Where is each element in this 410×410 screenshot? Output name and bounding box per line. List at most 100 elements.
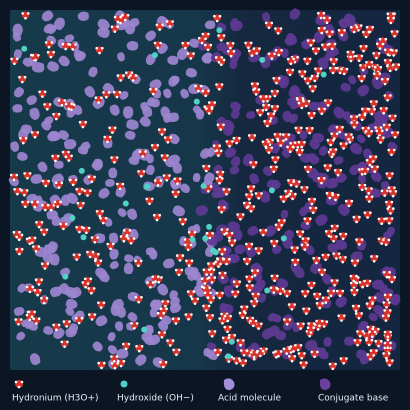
acid-molecule: [195, 109, 205, 120]
hydrogen: [357, 29, 360, 32]
molecule-shape: [48, 130, 61, 141]
hydrogen: [361, 68, 365, 72]
hydronium: [23, 171, 32, 180]
acid-molecule: [43, 23, 55, 34]
hydronium: [53, 200, 62, 208]
hydronium: [222, 187, 231, 196]
hydrogen: [378, 47, 382, 50]
molecule-shape: [160, 106, 171, 118]
hydrogen: [15, 57, 19, 61]
hydrogen: [111, 131, 114, 134]
legend-label: Hydronium (H3O+): [12, 394, 99, 404]
hydrogen: [84, 120, 87, 124]
hydronium: [374, 339, 383, 348]
hydrogen: [249, 190, 253, 193]
hydrogen: [320, 31, 323, 35]
hydrogen: [344, 232, 348, 236]
hydronium: [308, 84, 317, 93]
hydrogen: [216, 353, 220, 357]
hydrogen: [221, 336, 225, 340]
molecule-shape: [74, 51, 87, 62]
hydrogen: [380, 242, 383, 245]
hydrogen: [377, 217, 381, 221]
hydronium: [363, 279, 372, 288]
hydrogen: [273, 133, 277, 136]
molecule-shape: [233, 229, 243, 241]
hydrogen: [206, 296, 210, 299]
hydrogen: [157, 128, 161, 131]
hydrogen: [385, 275, 389, 279]
hydrogen: [75, 187, 78, 191]
hydronium: [31, 244, 41, 253]
hydrogen: [205, 231, 209, 235]
molecule-shape: [253, 283, 263, 293]
hydrogen: [216, 257, 219, 261]
hydrogen: [387, 205, 391, 209]
molecule-shape: [29, 352, 41, 366]
hydrogen: [85, 231, 88, 235]
hydronium: [216, 170, 225, 179]
hydrogen: [313, 355, 316, 358]
hydrogen: [220, 210, 223, 214]
hydrogen: [134, 74, 138, 77]
hydrogen: [119, 235, 123, 238]
acid-molecule: [123, 262, 134, 275]
hydronium: [40, 296, 49, 305]
hydrogen: [86, 282, 90, 285]
hydrogen: [233, 333, 237, 337]
hydrogen: [256, 109, 259, 112]
hydronium: [245, 242, 254, 251]
conjugate-base: [344, 336, 356, 346]
hydrogen: [45, 296, 49, 300]
hydronium: [365, 60, 374, 69]
hydrogen: [262, 100, 265, 103]
hydrogen: [375, 255, 379, 258]
acid-molecule: [128, 18, 140, 28]
hydronium: [227, 49, 236, 58]
conjugate-base: [230, 101, 242, 112]
hydrogen: [334, 198, 337, 202]
hydronium: [149, 87, 158, 96]
hydrogen: [20, 318, 23, 321]
hydrogen: [247, 198, 251, 201]
hydronium: [277, 218, 286, 227]
hydrogen: [270, 105, 274, 108]
hydrogen: [221, 177, 224, 180]
hydrogen: [308, 57, 312, 61]
hydronium: [391, 62, 401, 71]
conjugate-base: [278, 75, 290, 89]
molecule-shape: [119, 91, 129, 100]
hydrogen: [334, 362, 337, 366]
hydrogen: [252, 205, 256, 208]
conjugate-base: [230, 156, 241, 168]
hydrogen: [217, 60, 221, 64]
hydrogen: [175, 254, 179, 257]
hydrogen: [116, 20, 120, 24]
hydrogen: [331, 153, 335, 156]
hydrogen: [315, 261, 318, 265]
hydrogen: [34, 278, 38, 281]
hydrogen: [314, 67, 317, 70]
hydrogen: [293, 141, 297, 144]
hydronium: [46, 50, 55, 59]
hydrogen: [118, 90, 122, 94]
hydrogen: [259, 95, 262, 98]
hydronium: [157, 127, 167, 136]
hydronium: [31, 53, 40, 62]
hydrogen: [353, 264, 357, 267]
hydrogen: [311, 211, 315, 214]
hydrogen: [296, 230, 299, 233]
hydronium: [369, 99, 378, 108]
molecule-shape: [288, 113, 299, 124]
conjugate-base: [229, 59, 238, 70]
hydrogen: [383, 309, 386, 312]
molecule-shape: [128, 18, 140, 28]
acid-molecule: [84, 85, 96, 98]
hydrogen: [47, 179, 50, 183]
molecule-shape: [149, 249, 158, 260]
acid-molecule: [180, 88, 189, 99]
hydrogen: [260, 192, 263, 195]
hydrogen: [272, 291, 276, 294]
hydrogen: [31, 245, 35, 248]
